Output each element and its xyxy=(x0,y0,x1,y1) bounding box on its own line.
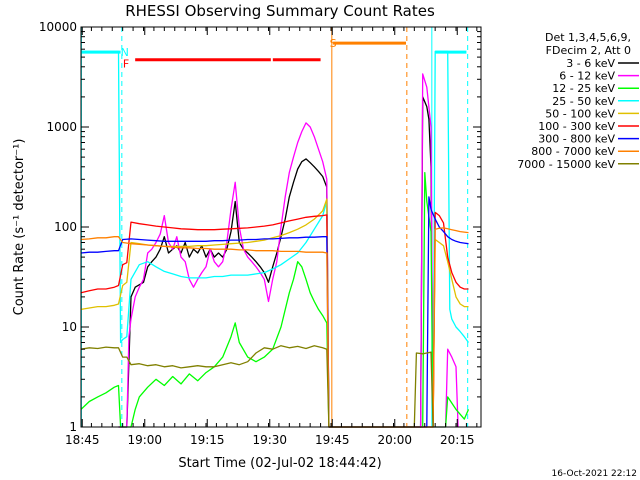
legend-entry: 12 - 25 keV xyxy=(552,82,615,95)
annotation-s: S xyxy=(330,37,337,50)
x-axis-label: Start Time (02-Jul-02 18:44:42) xyxy=(178,456,381,471)
legend-entry: 6 - 12 keV xyxy=(559,70,615,83)
series-line-800-7000-kev xyxy=(80,227,469,428)
axes-layer: 1 10 100 1000 10000 18:45 19:00 19:15 19:30 19:45… xyxy=(39,20,481,447)
plot-lines: NF S xyxy=(80,27,469,427)
y-tick-label: 100 xyxy=(54,220,77,234)
legend-entry: 25 - 50 keV xyxy=(552,95,615,108)
legend-entry: 3 - 6 keV xyxy=(566,57,615,70)
legend-entry: 800 - 7000 keV xyxy=(531,145,615,158)
y-tick-label: 10 xyxy=(62,320,77,334)
legend-entry: 300 - 800 keV xyxy=(538,133,615,146)
legend-header-line-1: Det 1,3,4,5,6,9, xyxy=(545,31,631,44)
legend: Det 1,3,4,5,6,9, FDecim 2, Att 0 3 - 6 k… xyxy=(517,31,639,171)
legend-entry: 100 - 300 keV xyxy=(538,120,615,133)
legend-entry: 50 - 100 keV xyxy=(545,107,615,120)
y-tick-label: 10000 xyxy=(39,20,77,34)
annotation-n: N xyxy=(121,46,129,59)
series-line-12-25-kev xyxy=(80,171,470,428)
x-tick-label: 19:30 xyxy=(252,433,287,447)
x-tick-label: 20:15 xyxy=(440,433,475,447)
series-line-25-50-kev xyxy=(81,50,470,428)
footer-timestamp: 16-Oct-2021 22:12 xyxy=(552,469,637,479)
annotation-f: F xyxy=(123,58,129,71)
x-tick-label: 19:00 xyxy=(127,433,162,447)
x-tick-label: 19:15 xyxy=(190,433,225,447)
y-tick-label: 1000 xyxy=(46,120,77,134)
legend-entry: 7000 - 15000 keV xyxy=(517,158,615,171)
x-tick-label: 18:45 xyxy=(65,433,100,447)
x-tick-label: 20:00 xyxy=(377,433,412,447)
series-layer xyxy=(80,50,470,428)
series-line-3-6-kev xyxy=(118,96,434,428)
series-line-100-300-kev xyxy=(80,211,469,428)
series-line-50-100-kev xyxy=(80,198,469,428)
y-tick-label: 1 xyxy=(69,420,77,434)
chart-title: RHESSI Observing Summary Count Rates xyxy=(125,2,435,20)
x-tick-label: 19:45 xyxy=(315,433,350,447)
y-axis-label: Count Rate (s⁻¹ detector⁻¹) xyxy=(12,139,27,316)
legend-header-line-2: FDecim 2, Att 0 xyxy=(546,44,631,57)
series-line-300-800-kev xyxy=(80,196,469,428)
